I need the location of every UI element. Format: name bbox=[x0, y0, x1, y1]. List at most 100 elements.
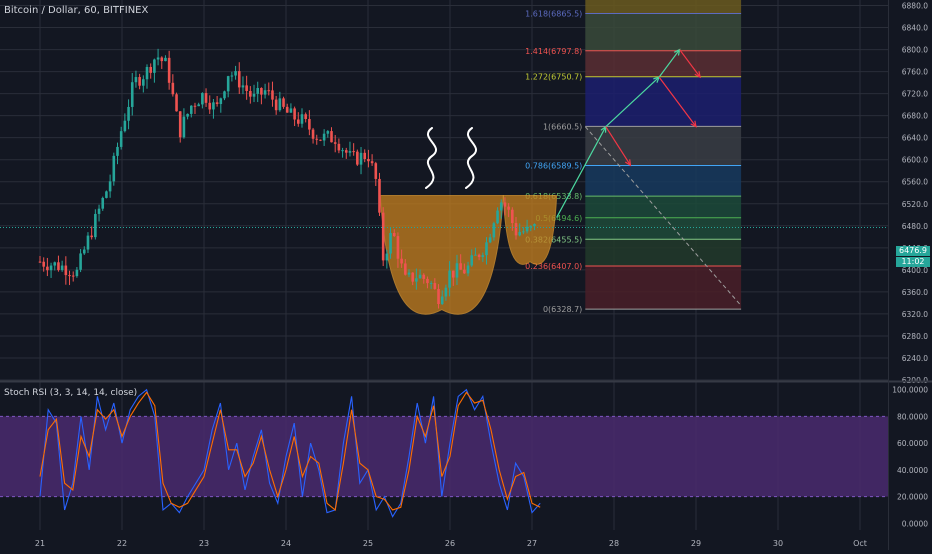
projection-up-arrow bbox=[658, 49, 681, 78]
candle-body bbox=[197, 104, 200, 107]
last-price-tag: 6476.9 bbox=[896, 246, 930, 256]
candle-body bbox=[330, 131, 333, 143]
candle-body bbox=[415, 278, 418, 282]
candle-body bbox=[201, 93, 204, 105]
candle-body bbox=[208, 102, 212, 110]
candle-body bbox=[518, 231, 521, 236]
time-axis-tick: 27 bbox=[527, 539, 537, 548]
price-axis-tick: 6240.0 bbox=[902, 354, 928, 363]
time-axis-tick: 24 bbox=[281, 539, 291, 548]
candle-body bbox=[426, 278, 429, 284]
candle-body bbox=[315, 138, 319, 140]
candle-body bbox=[105, 191, 108, 198]
candle-body bbox=[337, 143, 341, 151]
candle-body bbox=[499, 202, 503, 211]
fib-level-label: 1.414(6797.8) bbox=[525, 47, 582, 56]
price-countdown-tag: 11:02 bbox=[896, 257, 930, 267]
candle-body bbox=[511, 209, 514, 224]
candle-body bbox=[204, 93, 208, 103]
candle-body bbox=[418, 274, 422, 279]
candle-body bbox=[212, 102, 215, 110]
projection-up-arrow bbox=[556, 126, 607, 218]
fib-band bbox=[585, 266, 742, 310]
candle-body bbox=[433, 283, 437, 289]
candle-body bbox=[481, 255, 485, 257]
rsi-axis-tick: 80.0000 bbox=[897, 412, 928, 421]
candle-body bbox=[341, 150, 344, 152]
fib-level-label: 0.236(6407.0) bbox=[525, 262, 582, 271]
candle-body bbox=[352, 151, 355, 153]
projection-down-arrow bbox=[658, 76, 697, 128]
candle-body bbox=[378, 178, 381, 213]
candle-body bbox=[514, 223, 518, 236]
candle-body bbox=[333, 142, 337, 144]
candle-body bbox=[127, 106, 130, 121]
projection-down-arrow-head bbox=[694, 71, 701, 79]
candle-body bbox=[300, 114, 304, 124]
fib-band bbox=[585, 76, 742, 127]
candle-body bbox=[193, 105, 197, 107]
candle-body bbox=[252, 93, 256, 97]
time-axis-tick: 29 bbox=[691, 539, 701, 548]
candle-body bbox=[522, 231, 525, 233]
price-axis-tick: 6760.0 bbox=[902, 68, 928, 77]
candle-body bbox=[529, 226, 533, 228]
candle-body bbox=[189, 105, 193, 114]
candle-body bbox=[422, 274, 426, 279]
time-axis-tick: 25 bbox=[363, 539, 373, 548]
price-axis-tick: 6720.0 bbox=[902, 90, 928, 99]
candle-body bbox=[448, 270, 451, 288]
candle-body bbox=[53, 262, 57, 266]
candle-body bbox=[496, 210, 499, 224]
candle-body bbox=[492, 223, 496, 238]
candle-body bbox=[101, 197, 105, 209]
candle-body bbox=[42, 261, 45, 267]
candle-body bbox=[533, 224, 536, 227]
candle-body bbox=[455, 263, 459, 278]
candle-body bbox=[119, 131, 123, 147]
candle-body bbox=[267, 90, 271, 92]
fib-level-label: 0.5(6494.6) bbox=[535, 214, 582, 223]
candle-body bbox=[263, 90, 267, 95]
candle-body bbox=[396, 236, 400, 259]
candle-body bbox=[230, 75, 234, 77]
pattern-handle bbox=[502, 195, 558, 265]
rsi-axis-tick: 0.0000 bbox=[902, 519, 928, 528]
candle-body bbox=[215, 102, 219, 104]
candle-body bbox=[178, 111, 182, 138]
candle-body bbox=[451, 270, 455, 278]
candle-body bbox=[226, 76, 230, 92]
candle-body bbox=[38, 261, 42, 263]
fib-level-label: 0.382(6455.5) bbox=[525, 235, 582, 244]
price-axis-tick: 6560.0 bbox=[902, 178, 928, 187]
candle-body bbox=[404, 263, 407, 275]
candle-body bbox=[470, 255, 474, 266]
time-axis-tick: 21 bbox=[35, 539, 45, 548]
candle-body bbox=[344, 150, 348, 153]
price-axis-tick: 6320.0 bbox=[902, 310, 928, 319]
candle-body bbox=[429, 283, 433, 285]
price-axis-tick: 6280.0 bbox=[902, 332, 928, 341]
candle-body bbox=[285, 106, 289, 113]
projection-down-arrow bbox=[605, 126, 631, 166]
indicator-title: Stoch RSI (3, 3, 14, 14, close) bbox=[4, 388, 138, 398]
candle-body bbox=[186, 113, 189, 117]
candle-body bbox=[322, 133, 326, 141]
projection-down-arrow-head bbox=[624, 159, 632, 167]
price-axis-tick: 6640.0 bbox=[902, 134, 928, 143]
candle-body bbox=[123, 120, 127, 132]
candle-body bbox=[64, 265, 68, 276]
candle-body bbox=[363, 152, 367, 160]
rsi-axis-tick: 100.0000 bbox=[892, 386, 928, 395]
candle-body bbox=[525, 226, 529, 232]
candle-body bbox=[485, 242, 488, 256]
dashed-trendline bbox=[584, 126, 742, 306]
rsi-axis-tick: 40.0000 bbox=[897, 466, 928, 475]
time-axis-tick: 22 bbox=[117, 539, 127, 548]
candle-body bbox=[444, 287, 448, 297]
price-axis-tick: 6400.0 bbox=[902, 266, 928, 275]
candle-body bbox=[57, 262, 60, 271]
candle-body bbox=[488, 237, 492, 243]
candle-body bbox=[245, 85, 248, 92]
